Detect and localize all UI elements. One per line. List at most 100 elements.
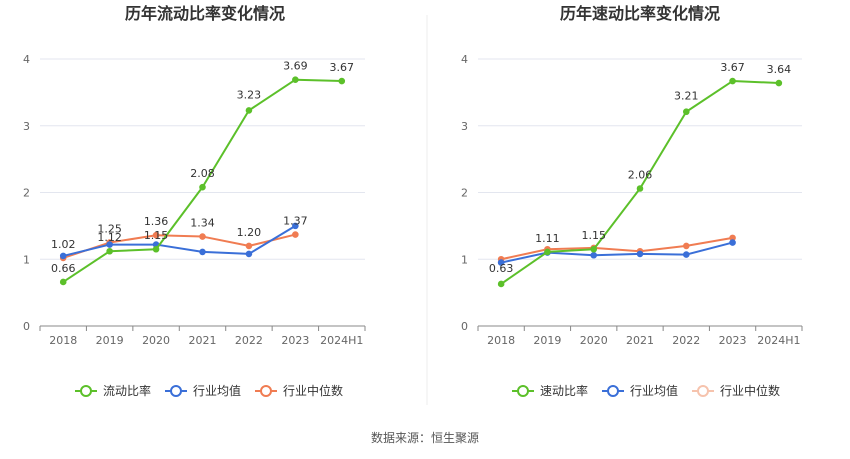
chart-title: 历年速动比率变化情况 <box>560 4 720 23</box>
legend-label: 流动比率 <box>103 383 151 398</box>
data-point <box>199 183 206 191</box>
data-label: 3.67 <box>330 61 355 74</box>
x-tick-label: 2024H1 <box>757 334 800 347</box>
legend-marker <box>697 385 709 397</box>
data-label: 1.15 <box>144 229 169 242</box>
data-source: 数据来源：恒生聚源 <box>371 430 479 445</box>
data-point <box>59 278 67 286</box>
y-tick-label: 2 <box>23 187 30 200</box>
legend-item-3[interactable]: 行业中位数 <box>692 383 780 398</box>
data-label: 3.64 <box>767 63 792 76</box>
data-label: 0.63 <box>489 262 514 275</box>
data-point <box>590 251 598 259</box>
y-tick-label: 0 <box>23 320 30 333</box>
data-point <box>245 107 253 114</box>
data-label: 1.02 <box>51 238 76 251</box>
data-label: 3.69 <box>283 60 308 73</box>
data-point <box>729 239 736 246</box>
chart-panel-1: 历年流动比率变化情况 0 1 2 3 4 2018 2019 2020 2021 2022 2023 2… <box>23 4 366 398</box>
y-tick-label: 4 <box>23 53 30 66</box>
data-point <box>497 259 505 266</box>
legend-item-1[interactable]: 速动比率 <box>512 383 588 398</box>
legend-item-3[interactable]: 行业中位数 <box>255 383 343 398</box>
data-point <box>152 245 160 253</box>
data-label: 1.36 <box>144 215 169 228</box>
series-line-2 <box>62 225 296 257</box>
data-point <box>292 222 299 230</box>
data-label: 3.23 <box>237 88 262 101</box>
data-point <box>338 77 346 85</box>
data-point <box>199 233 206 240</box>
data-label: 1.34 <box>190 217 215 230</box>
y-tick-label: 3 <box>461 120 468 133</box>
data-point <box>636 250 644 258</box>
data-label: 1.37 <box>283 215 308 228</box>
x-tick-label: 2020 <box>580 334 608 347</box>
data-label: 2.08 <box>190 167 215 180</box>
legend-item-2[interactable]: 行业均值 <box>165 383 241 398</box>
x-tick-label: 2018 <box>49 334 77 347</box>
x-tick-label: 2022 <box>672 334 700 347</box>
y-tick-label: 0 <box>461 320 468 333</box>
data-label: 1.11 <box>535 232 560 245</box>
data-point <box>199 248 206 256</box>
y-tick-label: 4 <box>461 53 468 66</box>
data-label: 1.12 <box>97 231 122 244</box>
data-point <box>682 108 690 116</box>
data-point <box>245 242 253 250</box>
x-tick-label: 2021 <box>626 334 654 347</box>
legend-marker <box>260 385 272 397</box>
data-point <box>682 242 690 250</box>
data-point <box>636 185 644 192</box>
data-label: 1.15 <box>581 229 606 242</box>
legend-label: 速动比率 <box>540 383 588 398</box>
x-tick-label: 2019 <box>533 334 561 347</box>
series-line-3 <box>62 233 296 259</box>
x-tick-label: 2021 <box>189 334 217 347</box>
data-point <box>292 76 299 83</box>
x-tick-label: 2020 <box>142 334 170 347</box>
legend-label: 行业中位数 <box>283 383 343 398</box>
data-point <box>544 248 551 256</box>
legend-label: 行业均值 <box>630 383 678 398</box>
data-point <box>590 245 598 253</box>
chart-title: 历年流动比率变化情况 <box>125 4 285 23</box>
legend-label: 行业中位数 <box>720 383 780 398</box>
data-point <box>245 250 253 258</box>
legend-item-1[interactable]: 流动比率 <box>75 383 151 398</box>
x-tick-label: 2023 <box>281 334 309 347</box>
data-label: 1.20 <box>237 226 262 239</box>
legend-label: 行业均值 <box>193 383 241 398</box>
series-line-2 <box>500 241 733 264</box>
x-tick-label: 2018 <box>487 334 515 347</box>
data-point <box>497 280 505 288</box>
data-point <box>59 252 67 260</box>
legend-marker <box>607 385 619 397</box>
y-tick-label: 2 <box>461 187 468 200</box>
legend-item-2[interactable]: 行业均值 <box>602 383 678 398</box>
legend-marker <box>170 385 182 397</box>
data-label: 2.06 <box>628 168 653 181</box>
data-point <box>729 77 736 85</box>
x-tick-label: 2024H1 <box>320 334 363 347</box>
data-label: 3.21 <box>674 90 699 103</box>
data-point <box>106 241 113 248</box>
series-line-3 <box>500 236 733 261</box>
data-point <box>292 231 299 238</box>
y-tick-label: 1 <box>461 253 468 266</box>
y-tick-label: 3 <box>23 120 30 133</box>
x-tick-label: 2019 <box>96 334 124 347</box>
legend-marker <box>80 385 92 397</box>
data-point <box>775 79 783 87</box>
chart-panel-2: 历年速动比率变化情况 0 1 2 3 4 2018 2019 2020 2021 2022 2023 2… <box>461 4 803 398</box>
y-tick-label: 1 <box>23 253 30 266</box>
data-label: 3.67 <box>720 61 745 74</box>
data-point <box>682 251 690 258</box>
data-label: 1.25 <box>97 223 122 236</box>
data-point <box>106 247 113 255</box>
data-point <box>152 231 160 239</box>
x-tick-label: 2022 <box>235 334 263 347</box>
data-label: 0.66 <box>51 262 76 275</box>
legend-marker <box>517 385 529 397</box>
